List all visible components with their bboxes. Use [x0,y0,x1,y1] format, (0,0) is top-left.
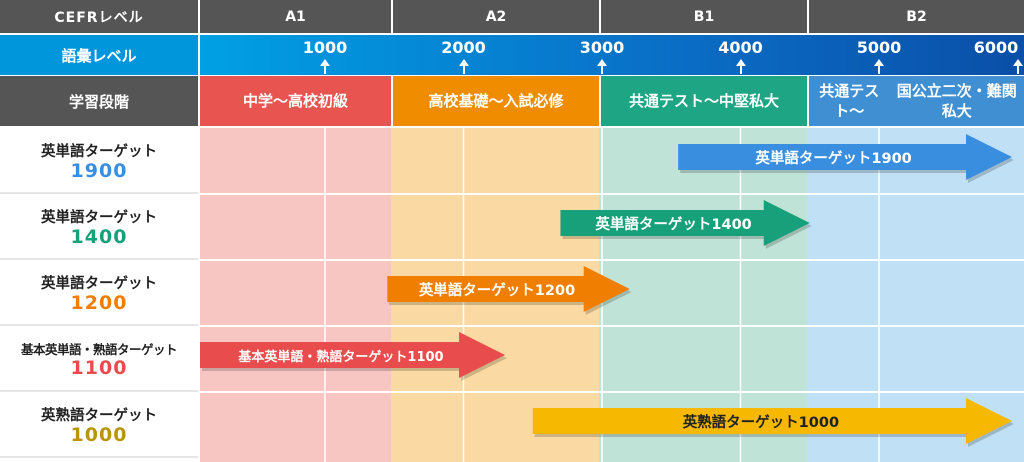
vocab-scale-bar [200,35,1024,75]
book-name: 英単語ターゲット [41,275,157,292]
vocab-tick-marker [320,59,330,66]
book-range-arrow [200,332,506,378]
vocab-tick-stem [739,66,742,74]
arrow-label: 英単語ターゲット1200 [418,282,576,299]
vocab-tick-stem [601,66,603,74]
vocab-tick-marker [1013,59,1023,66]
vocab-tick-marker [735,59,746,66]
book-row-label: 英単語ターゲット 1400 [0,194,198,260]
level-column-bg [807,128,1024,462]
stage-cell: 共通テスト〜中堅私大 [601,76,807,126]
vocab-tick-marker [597,59,607,66]
vocab-tick-label: 4000 [718,38,763,57]
book-row-label: 基本英単語・熟語ターゲット 1100 [0,326,198,392]
vocab-tick-label: 2000 [441,38,486,57]
vocab-tick-stem [1017,66,1019,74]
book-name: 英単語ターゲット [41,209,157,226]
book-range-arrow [387,266,630,312]
vocab-tick-label: 5000 [856,38,902,57]
cefr-level-b2: B2 [809,0,1024,33]
vocab-tick-label: 6000 [973,38,1019,57]
vocab-tick-marker [458,59,469,66]
vocab-tick-label: 1000 [302,38,348,57]
vocab-tick-label: 3000 [579,38,625,57]
cefr-level-a2: A2 [393,0,599,33]
level-column-bg [599,128,807,462]
book-range-arrow [532,398,1012,444]
book-number: 1400 [70,225,128,248]
book-row-label: 英熟語ターゲット 1000 [0,392,198,458]
cefr-level-a1: A1 [200,0,391,33]
stage-cell: 中学〜高校初級 [200,76,391,126]
vocab-tick-stem [324,66,326,74]
stage-cell: 高校基礎〜入試必修 [393,76,599,126]
stage-label-line2: 国公立二次・難関私大 [896,82,1017,120]
book-name: 基本英単語・熟語ターゲット [20,341,178,357]
arrow-label: 英熟語ターゲット1000 [682,414,840,431]
book-number: 1900 [70,159,128,182]
arrow-label: 英単語ターゲット1900 [755,150,912,167]
vocab-tick-marker [874,59,884,66]
book-row-label: 英単語ターゲット 1900 [0,128,198,194]
stage-cell: 共通テスト〜 国公立二次・難関私大 [809,76,1024,126]
level-column-bg [200,128,391,462]
book-name: 英単語ターゲット [41,143,157,160]
book-number: 1100 [70,356,128,379]
stage-label: 共通テスト〜 [819,82,880,120]
stage-label: 高校基礎〜入試必修 [428,92,564,110]
stage-label: 共通テスト〜中堅私大 [628,92,779,110]
stage-header-label: 学習段階 [0,76,198,126]
arrow-label: 基本英単語・熟語ターゲット1100 [238,349,444,365]
book-name: 英熟語ターゲット [41,407,157,424]
book-range-arrow [678,134,1012,180]
stage-label: 中学〜高校初級 [242,92,348,110]
cefr-header-label: CEFRレベル [0,0,198,33]
book-row-label: 英単語ターゲット 1200 [0,260,198,326]
vocab-header-label: 語彙レベル [0,35,198,75]
vocab-tick-stem [878,66,880,74]
book-number: 1200 [70,291,128,314]
arrow-label: 英単語ターゲット1400 [595,216,752,233]
book-range-arrow [560,200,810,246]
book-number: 1000 [70,423,128,446]
vocab-tick-stem [462,66,465,74]
cefr-level-b1: B1 [601,0,807,33]
